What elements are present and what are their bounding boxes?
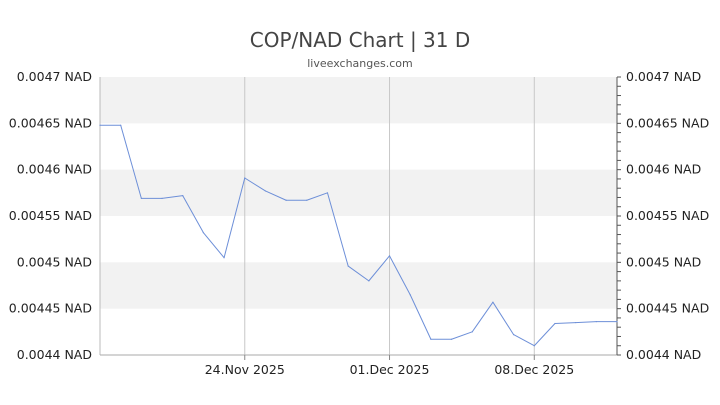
y-tick-label-left: 0.00455 NAD [9,208,92,223]
data-point [306,199,308,201]
data-point [161,197,163,199]
y-tick-label-right: 0.00455 NAD [626,208,709,223]
series-line [100,124,617,347]
y-tick-label-left: 0.0046 NAD [17,162,92,177]
data-point [595,321,597,323]
data-point [264,190,267,192]
data-point [244,177,246,179]
y-tick-label-right: 0.0047 NAD [626,69,701,84]
y-tick-label-right: 0.0046 NAD [626,162,701,177]
y-tick-label-left: 0.0045 NAD [17,254,92,269]
y-tick-label-left: 0.0047 NAD [17,69,92,84]
data-point [388,255,391,257]
grid-bands [100,77,617,309]
grid-band [100,77,617,124]
x-tick-label: 01.Dec 2025 [350,362,430,377]
series-layer [99,124,618,347]
data-point [616,321,618,323]
data-point [471,331,473,333]
y-tick-label-left: 0.00465 NAD [9,115,92,130]
data-point [492,301,494,303]
data-point [182,195,184,197]
vertical-gridlines [244,77,535,355]
data-point [409,294,411,296]
data-point [99,124,101,126]
data-point [513,334,515,336]
grid-band [100,262,617,309]
y-tick-label-right: 0.00445 NAD [626,301,709,316]
data-point [140,197,142,199]
y-axis-left: 0.0047 NAD 0.00465 NAD 0.0046 NAD 0.00455 N… [9,69,92,362]
chart-subtitle: liveexchanges.com [307,57,412,70]
data-point [575,321,577,324]
data-point [347,265,349,267]
y-tick-label-left: 0.00445 NAD [9,301,92,316]
data-point [120,124,122,126]
y-tick-label-right: 0.0045 NAD [626,254,701,269]
y-axis-right: 0.0047 NAD 0.00465 NAD 0.0046 NAD 0.00455 N… [626,69,709,362]
data-point [554,322,556,325]
data-point [533,345,535,347]
chart-title: COP/NAD Chart | 31 D [250,28,471,52]
y-tick-label-left: 0.0044 NAD [17,347,92,362]
x-tick-label: 08.Dec 2025 [494,362,574,377]
x-tick-label: 24.Nov 2025 [205,362,285,377]
grid-band [100,169,617,216]
y-tick-label-right: 0.0044 NAD [626,347,701,362]
data-point [223,257,225,259]
y-tick-label-right: 0.00465 NAD [626,115,709,130]
axes [99,76,621,356]
x-axis: 24.Nov 2025 01.Dec 2025 08.Dec 2025 [205,355,574,377]
data-point [450,338,453,340]
data-point [202,232,204,234]
data-point [368,280,370,282]
data-point [326,192,329,194]
data-point [430,338,432,340]
data-point [285,199,287,201]
